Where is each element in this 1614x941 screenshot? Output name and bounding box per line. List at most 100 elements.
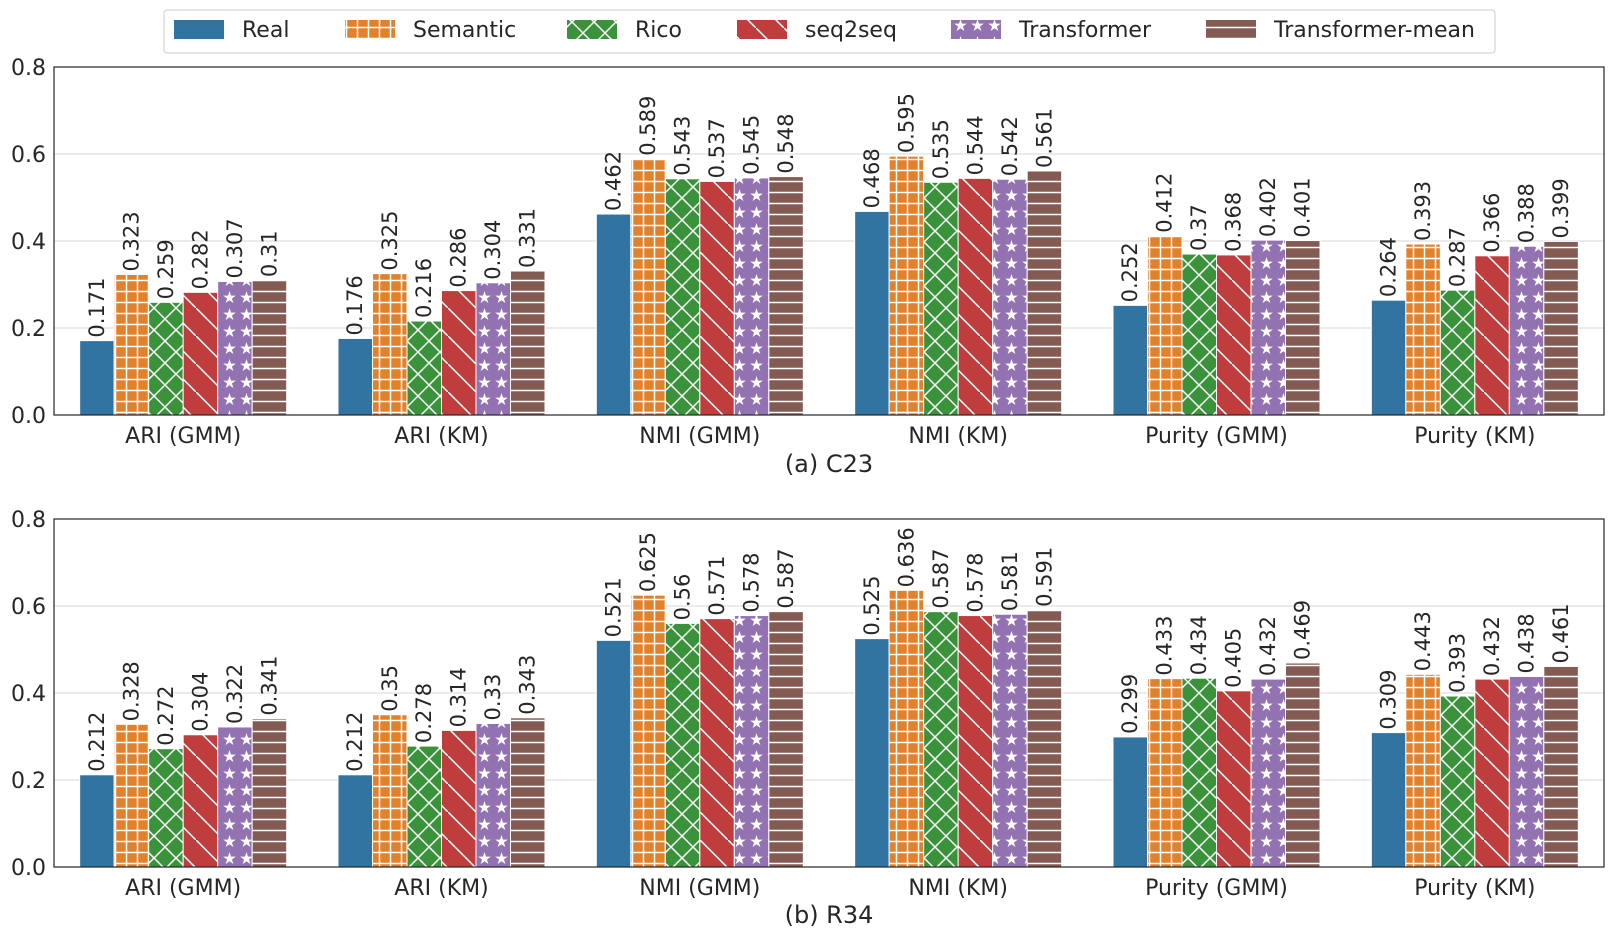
bar-seq2seq-nmi-gmm-hatch [699,181,735,415]
data-label: 0.469 [1291,600,1315,660]
y-tick-label: 0.8 [11,56,46,81]
data-label: 0.581 [998,551,1022,611]
bar-transformer-mean-nmi-gmm-hatch [768,176,804,415]
bar-real-purity-km [1370,299,1407,416]
data-label: 0.432 [1480,616,1504,676]
legend-label-transformer: Transformer [1018,18,1152,43]
bar-semantic-nmi-gmm-hatch [630,158,666,415]
bar-transformer-purity-gmm-hatch [1251,679,1286,867]
legend-swatch-hatch-transformer-mean [1206,20,1256,39]
bar-transformer-ari-gmm-hatch [217,281,253,415]
data-label: 0.171 [85,277,109,337]
data-label: 0.468 [860,148,884,208]
chart-panel-c23: 0.0 0.2 0.4 0.6 0.8 0.171 0.176 0.462 0.468 0.252… [11,56,1605,478]
bar-seq2seq-ari-km-hatch [441,730,476,867]
data-label: 0.307 [223,218,247,278]
data-label: 0.37 [1187,204,1211,251]
data-label: 0.595 [894,93,918,153]
bar-real-ari-km [337,774,373,868]
data-label: 0.368 [1222,192,1246,252]
bar-semantic-purity-km-hatch [1405,674,1441,867]
bar-rico-ari-km-hatch [407,321,442,415]
bar-transformer-purity-km-hatch [1509,676,1544,867]
data-label: 0.278 [412,683,436,743]
bar-seq2seq-purity-km-hatch [1474,255,1510,415]
subplot-label: (b) R34 [785,901,874,929]
data-label: 0.545 [740,115,764,175]
bar-transformer-ari-km-hatch [476,723,511,867]
y-tick-label: 0.4 [11,682,46,707]
subplot-label: (a) C23 [785,450,873,478]
x-tick-label: Purity (GMM) [1145,424,1288,449]
bar-transformer-mean-purity-km-hatch [1543,241,1579,415]
bar-semantic-purity-gmm-hatch [1147,235,1182,415]
data-label: 0.591 [1032,547,1056,607]
bar-rico-nmi-km-hatch [923,611,959,867]
data-label: 0.542 [998,116,1022,176]
bar-rico-nmi-gmm-hatch [665,178,700,415]
bar-rico-nmi-km-hatch [923,182,959,415]
data-label: 0.548 [774,113,798,173]
data-label: 0.33 [481,674,505,721]
data-label: 0.587 [774,549,798,609]
bar-transformer-mean-purity-gmm-hatch [1285,662,1320,867]
data-label: 0.259 [154,239,178,299]
data-label: 0.544 [963,115,987,175]
legend-label-seq2seq: seq2seq [805,18,897,43]
bar-transformer-nmi-gmm-hatch [734,177,769,415]
bar-transformer-nmi-gmm-hatch [734,615,769,867]
legend-label-semantic: Semantic [413,18,516,43]
data-label: 0.462 [602,151,626,211]
bar-rico-nmi-gmm-hatch [665,623,700,867]
bar-real-purity-gmm [1112,304,1148,416]
x-tick-label: NMI (GMM) [639,424,760,449]
data-label: 0.589 [636,96,660,156]
data-label: 0.314 [447,667,471,727]
bar-transformer-ari-gmm-hatch [217,726,253,867]
bar-semantic-purity-gmm-hatch [1147,678,1182,867]
data-label: 0.587 [929,549,953,609]
data-label: 0.443 [1411,611,1435,671]
data-label: 0.35 [378,665,402,712]
data-label: 0.393 [1411,181,1435,241]
bar-real-purity-km [1370,732,1407,868]
bar-transformer-ari-km-hatch [476,282,511,415]
data-label: 0.272 [154,686,178,746]
bar-seq2seq-ari-gmm-hatch [183,734,218,867]
axes-frame [53,66,1605,416]
data-label: 0.216 [412,258,436,318]
legend-label-real: Real [242,18,289,43]
bar-transformer-mean-ari-gmm-hatch [252,280,287,415]
data-label: 0.537 [705,118,729,178]
bar-semantic-ari-gmm-hatch [114,274,149,415]
data-label: 0.461 [1549,603,1573,663]
x-tick-label: ARI (GMM) [125,424,241,449]
legend-label-transformer-mean: Transformer-mean [1273,18,1475,43]
bar-rico-ari-gmm-hatch [148,302,184,415]
bar-transformer-nmi-km-hatch [992,614,1028,867]
data-label: 0.176 [343,275,367,335]
bar-rico-purity-gmm-hatch [1182,254,1217,415]
y-tick-label: 0.2 [11,317,46,342]
bar-transformer-purity-km-hatch [1509,246,1544,415]
data-label: 0.401 [1291,177,1315,237]
y-tick-label: 0.0 [11,404,46,429]
x-tick-label: NMI (KM) [908,424,1008,449]
data-label: 0.252 [1118,242,1142,302]
axes-frame [53,518,1605,868]
legend-swatch-hatch-seq2seq [737,20,787,39]
bar-rico-purity-km-hatch [1440,290,1475,415]
bar-real-ari-km [337,337,373,416]
data-label: 0.366 [1480,193,1504,253]
data-label: 0.325 [378,211,402,271]
data-label: 0.412 [1153,173,1177,233]
bar-real-purity-gmm [1112,736,1148,868]
legend-swatch-hatch-rico [567,20,617,39]
data-label: 0.636 [894,527,918,587]
bar-transformer-mean-ari-km-hatch [510,717,545,867]
bar-seq2seq-nmi-gmm-hatch [699,618,735,867]
bar-real-nmi-gmm [595,213,632,416]
data-label: 0.331 [516,208,540,268]
legend-swatch-hatch-semantic [345,20,395,39]
